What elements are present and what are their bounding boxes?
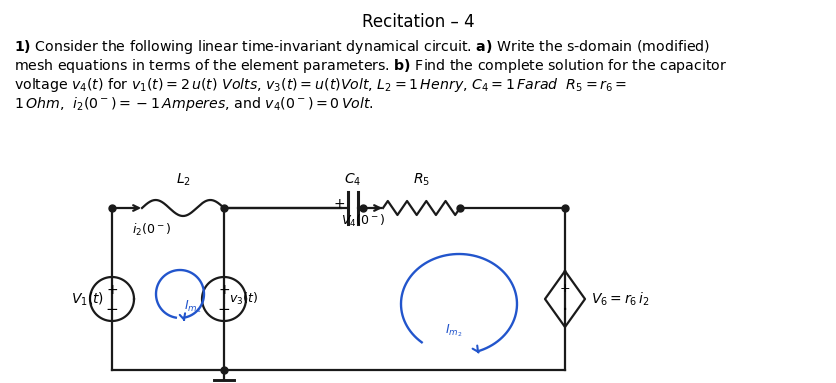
Text: +: + xyxy=(559,282,570,295)
Text: ·: · xyxy=(562,301,568,321)
Text: $v_3(t)$: $v_3(t)$ xyxy=(229,291,257,307)
Text: $1\,\mathit{Ohm}$,  $i_2(0^-) = -1\,\mathit{Amperes}$, and $v_4(0^-) = 0\,\mathi: $1\,\mathit{Ohm}$, $i_2(0^-) = -1\,\math… xyxy=(14,95,374,113)
Text: Recitation – 4: Recitation – 4 xyxy=(362,13,474,31)
Text: $i_2(0^-)$: $i_2(0^-)$ xyxy=(132,222,171,238)
Text: $R_5$: $R_5$ xyxy=(413,172,430,188)
Text: $C_4$: $C_4$ xyxy=(344,172,362,188)
Text: +: + xyxy=(334,197,344,211)
Text: voltage $v_4(t)$ for $v_1(t) = 2\,u(t)$ $\mathit{Volts}$, $v_3(t) = u(t)\mathit{: voltage $v_4(t)$ for $v_1(t) = 2\,u(t)$ … xyxy=(14,76,627,94)
Text: $I_{m_2}$: $I_{m_2}$ xyxy=(446,322,463,339)
Text: mesh equations in terms of the element parameters. $\mathbf{b)}$ Find the comple: mesh equations in terms of the element p… xyxy=(14,57,727,75)
Text: $L_2$: $L_2$ xyxy=(176,172,191,188)
Text: $V_1(t)$: $V_1(t)$ xyxy=(71,290,104,308)
Text: .: . xyxy=(360,196,365,214)
Text: −: − xyxy=(217,301,231,316)
Text: $I_{m_1}$: $I_{m_1}$ xyxy=(184,298,201,314)
Text: +: + xyxy=(218,283,230,297)
Text: +: + xyxy=(106,283,118,297)
Text: $\mathbf{1)}$ Consider the following linear time-invariant dynamical circuit. $\: $\mathbf{1)}$ Consider the following lin… xyxy=(14,38,710,56)
Text: $V_6=r_6\,i_2$: $V_6=r_6\,i_2$ xyxy=(591,290,650,308)
Text: −: − xyxy=(105,301,119,316)
Text: $V_4(0^-)$: $V_4(0^-)$ xyxy=(341,213,385,229)
